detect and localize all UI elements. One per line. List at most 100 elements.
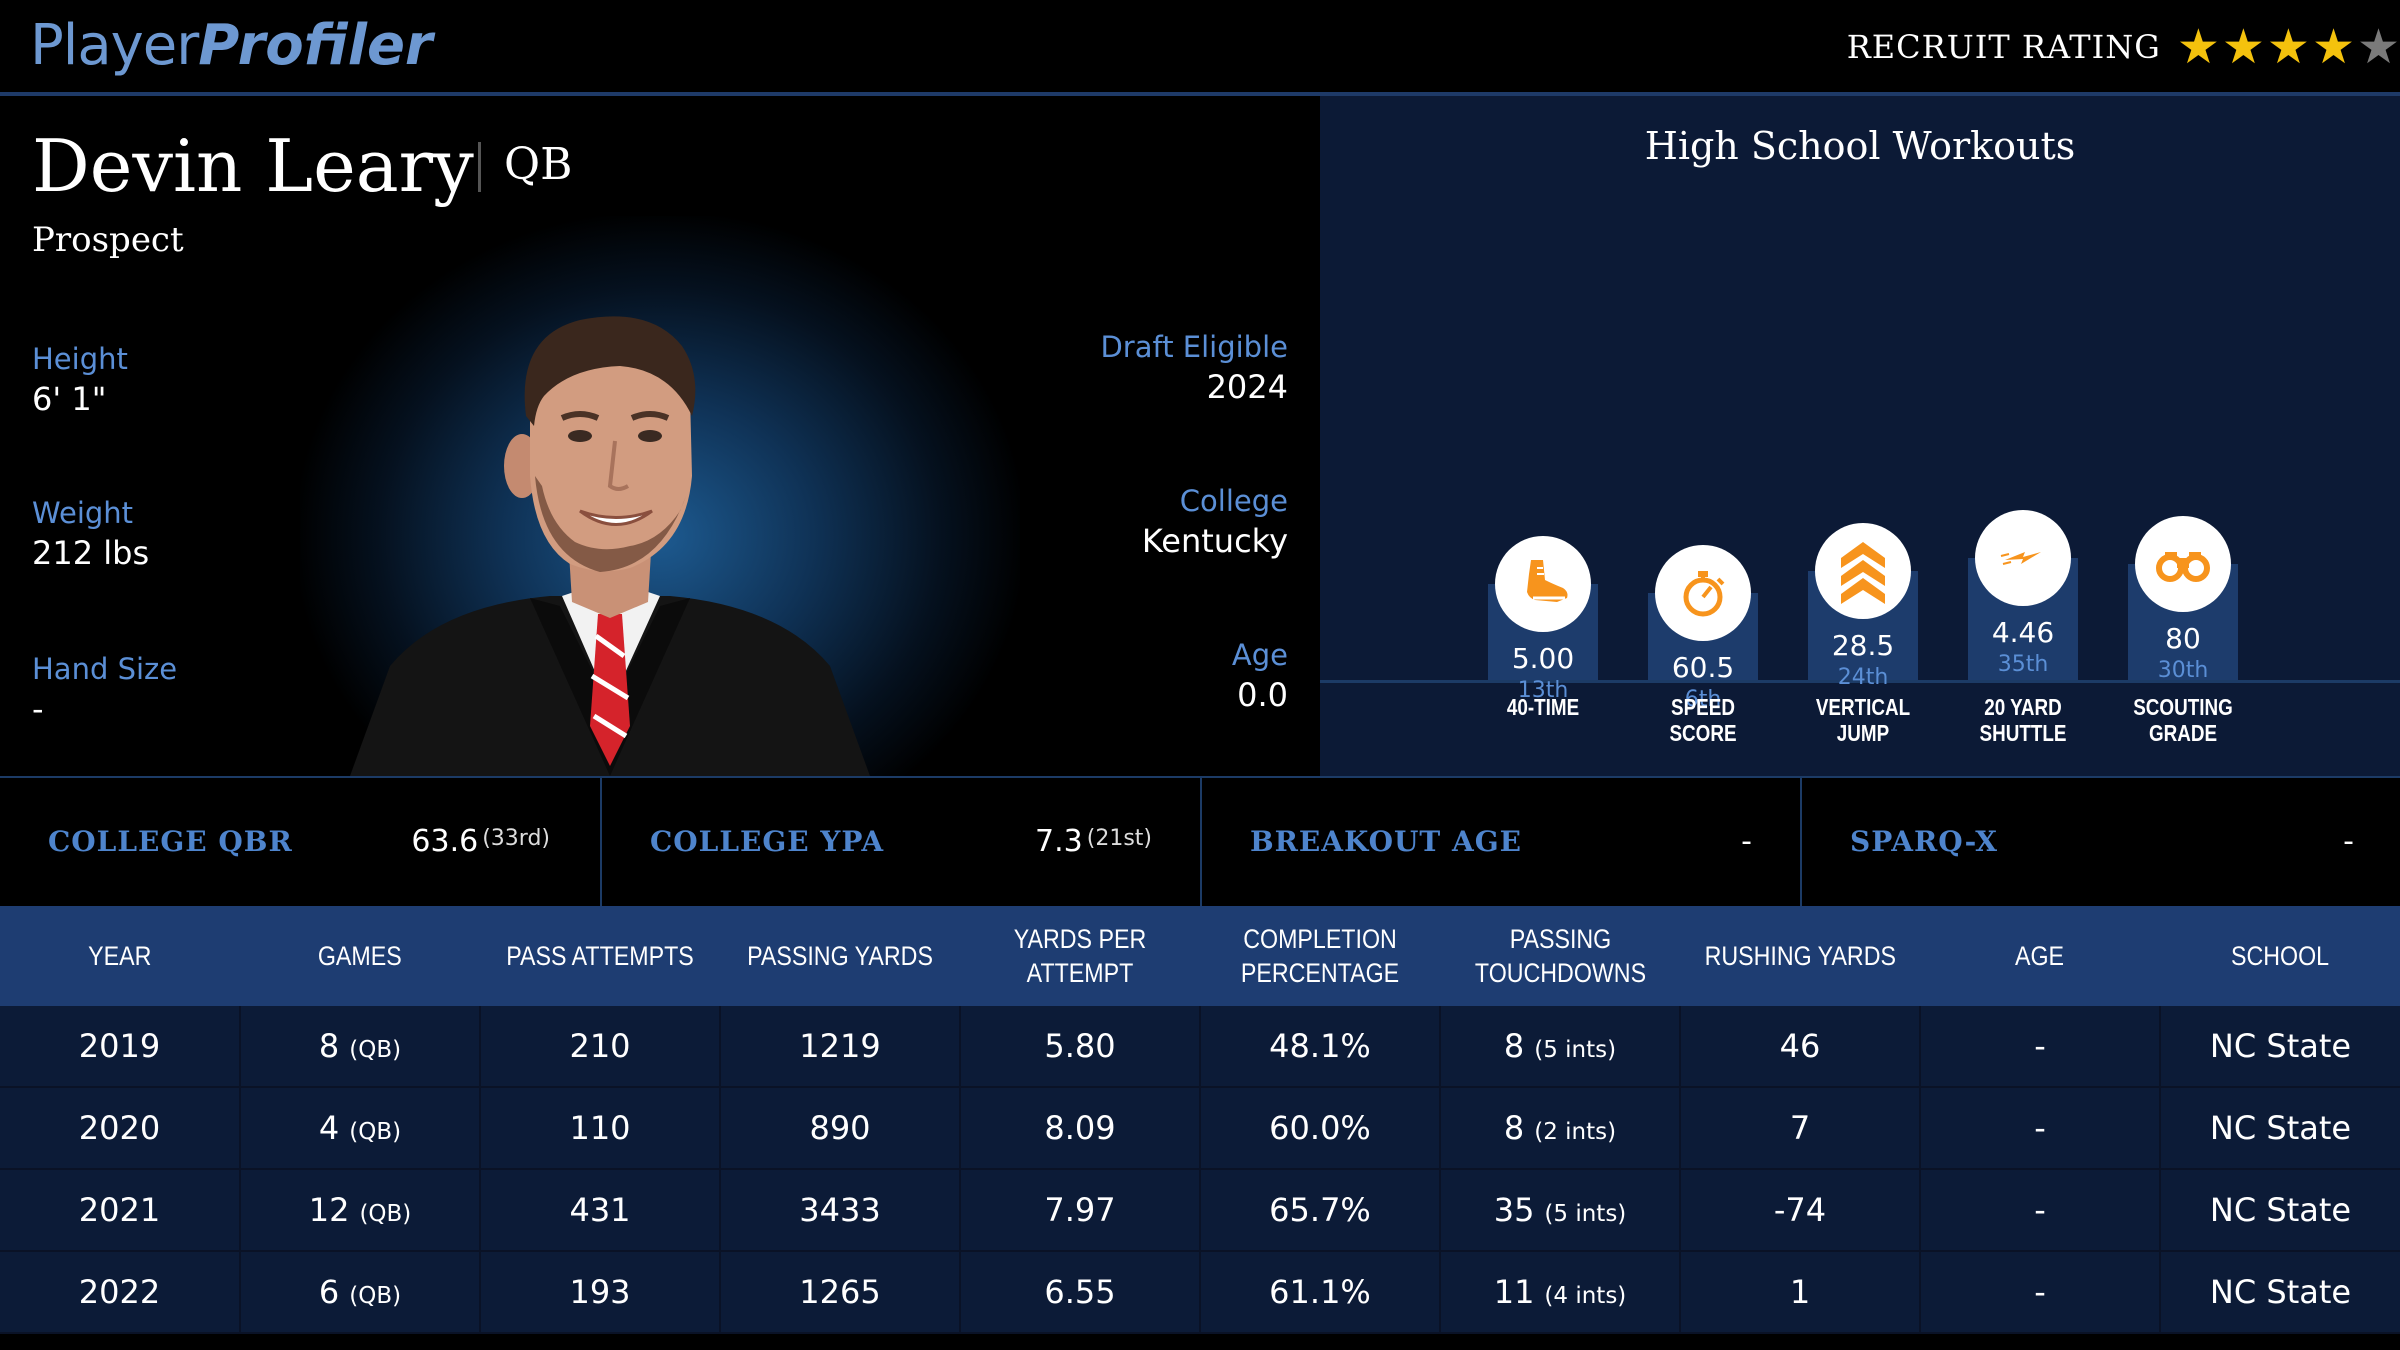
draft-eligible-label: Draft Eligible <box>1100 330 1288 364</box>
metric-value: 63.6 (33rd) <box>411 824 550 859</box>
table-cell: NC State <box>2160 1087 2400 1170</box>
column-header-text: COMPLETION PERCENTAGE <box>1240 924 1400 988</box>
college-metrics-bar: COLLEGE QBR 63.6 (33rd) COLLEGE YPA 7.3 (2… <box>0 776 2400 908</box>
table-cell: 7.97 <box>960 1169 1201 1252</box>
workout-label-line: JUMP <box>1836 720 1890 746</box>
workout-percentile: 24th <box>1837 665 1889 691</box>
name-divider <box>478 142 481 192</box>
metric-label: COLLEGE QBR <box>48 825 293 858</box>
column-header-rushing-yards[interactable]: RUSHING YARDS <box>1680 906 1920 1006</box>
metric-college-qbr: COLLEGE QBR 63.6 (33rd) <box>0 778 598 908</box>
column-header-year[interactable]: YEAR <box>0 906 240 1006</box>
metric-label: SPARQ-X <box>1850 825 1998 858</box>
table-cell: 3433 <box>720 1169 961 1252</box>
column-header-passing-touchdowns[interactable]: PASSING TOUCHDOWNS <box>1440 906 1680 1006</box>
table-cell: 60.0% <box>1200 1087 1441 1170</box>
workout-label: 20 YARD SHUTTLE <box>1962 694 2085 746</box>
table-header-row: YEAR GAMES PASS ATTEMPTS PASSING YARDS YARDS… <box>0 906 2400 1006</box>
metric-college-ypa: COLLEGE YPA 7.3 (21st) <box>600 778 1200 908</box>
column-header-completion-percentage[interactable]: COMPLETION PERCENTAGE <box>1200 906 1440 1006</box>
table-cell: 8.09 <box>960 1087 1201 1170</box>
workout-label-line: SCOUTING <box>2133 694 2233 720</box>
table-cell: 8 (5 ints) <box>1440 1006 1681 1088</box>
table-cell: 2022 <box>0 1251 241 1334</box>
workout-label-line: SPEED <box>1671 694 1735 720</box>
column-header-text: SCHOOL <box>2230 941 2330 971</box>
player-position: QB <box>504 139 573 190</box>
player-portrait <box>350 316 870 776</box>
cell-note: (QB) <box>349 1283 402 1309</box>
table-row: 2019 8 (QB) 210 1219 5.80 48.1% 8 (5 ints) 46- NC … <box>0 1006 2400 1088</box>
table-cell: 46 <box>1680 1006 1921 1088</box>
column-header-age[interactable]: AGE <box>1920 906 2160 1006</box>
workout-percentile: 30th <box>2157 658 2209 683</box>
high-school-workouts-panel: High School Workouts 5.00 13th 40-TIME 60.5… <box>1320 96 2400 776</box>
weight-value: 212 lbs <box>32 534 150 572</box>
column-header-school[interactable]: SCHOOL <box>2160 906 2400 1006</box>
column-header-yards-per-attempt[interactable]: YARDS PER ATTEMPT <box>960 906 1200 1006</box>
table-cell: 1265 <box>720 1251 961 1334</box>
table-cell: 431 <box>480 1169 721 1252</box>
column-header-text: RUSHING YARDS <box>1704 941 1896 971</box>
cell-note: (5 ints) <box>1534 1037 1617 1063</box>
logo-text-player: Player <box>30 13 199 78</box>
workout-label-line: 20 YARD <box>1984 694 2062 720</box>
metric-rank: (21st) <box>1086 826 1152 851</box>
column-header-text: AGE <box>2015 941 2065 971</box>
table-cell: - <box>1920 1251 2161 1334</box>
stopwatch-icon <box>1655 544 1751 641</box>
table-row: 2022 6 (QB) 193 1265 6.55 61.1% 11 (4 ints) 1- NC … <box>0 1251 2400 1334</box>
table-cell: 110 <box>480 1087 721 1170</box>
chevrons-up-icon <box>1815 523 1911 620</box>
top-bar: PlayerProfiler RECRUIT RATING ★★★★★ <box>0 0 2400 96</box>
cell-note: (2 ints) <box>1534 1119 1617 1145</box>
table-cell: - <box>1920 1087 2161 1170</box>
cell-note: (QB) <box>349 1037 402 1063</box>
column-header-passing-yards[interactable]: PASSING YARDS <box>720 906 960 1006</box>
column-header-text: PASSING YARDS <box>747 941 933 971</box>
workout-percentile: 35th <box>1997 652 2049 677</box>
table-body: 2019 8 (QB) 210 1219 5.80 48.1% 8 (5 ints) 46- NC … <box>0 1006 2400 1334</box>
table-cell: 65.7% <box>1200 1169 1441 1252</box>
table-cell: NC State <box>2160 1006 2400 1088</box>
table-cell: 193 <box>480 1251 721 1334</box>
table-cell: 890 <box>720 1087 961 1170</box>
workout-label: 40-TIME <box>1482 694 1605 720</box>
column-header-games[interactable]: GAMES <box>240 906 480 1006</box>
metric-value: - <box>2343 824 2354 859</box>
site-logo[interactable]: PlayerProfiler <box>30 10 433 82</box>
bottom-strip <box>0 1334 2400 1350</box>
table-cell: -74 <box>1680 1169 1921 1252</box>
metric-label: COLLEGE YPA <box>650 825 885 858</box>
column-header-text: YEAR <box>88 941 152 971</box>
weight-label: Weight <box>32 496 134 530</box>
column-header-text: PASS ATTEMPTS <box>506 941 694 971</box>
height-value: 6' 1" <box>32 380 107 418</box>
table-cell: 7 <box>1680 1087 1921 1170</box>
table-row: 2020 4 (QB) 110 890 8.09 60.0% 8 (2 ints) 7- NC St… <box>0 1087 2400 1170</box>
table-cell: 6 (QB) <box>240 1251 481 1334</box>
height-label: Height <box>32 342 128 376</box>
table-cell: - <box>1920 1006 2161 1088</box>
recruit-rating: RECRUIT RATING ★★★★★ <box>1847 22 2400 72</box>
star-icon: ★ <box>2176 19 2220 75</box>
workout-percentile: 6th <box>1684 686 1722 712</box>
metric-label: BREAKOUT AGE <box>1250 825 1522 858</box>
column-header-text: YARDS PER ATTEMPT <box>1013 924 1147 988</box>
workout-label-line: SCORE <box>1669 720 1737 746</box>
college-label: College <box>1179 484 1288 518</box>
workout-label-line: GRADE <box>2148 720 2218 746</box>
workout-label: SPEED SCORE <box>1642 694 1765 746</box>
player-name: Devin Leary <box>32 124 474 208</box>
star-icon: ★ <box>2221 19 2265 75</box>
table-cell: 8 (2 ints) <box>1440 1087 1681 1170</box>
workout-label-line: SHUTTLE <box>1979 720 2067 746</box>
rating-stars: ★★★★★ <box>2175 22 2400 72</box>
table-cell: 2019 <box>0 1006 241 1088</box>
logo-text-profiler: Profiler <box>198 13 433 78</box>
column-header-pass-attempts[interactable]: PASS ATTEMPTS <box>480 906 720 1006</box>
age-label: Age <box>1231 638 1288 672</box>
column-header-text: PASSING TOUCHDOWNS <box>1474 924 1646 988</box>
table-cell: 2020 <box>0 1087 241 1170</box>
draft-eligible-value: 2024 <box>1206 368 1288 406</box>
